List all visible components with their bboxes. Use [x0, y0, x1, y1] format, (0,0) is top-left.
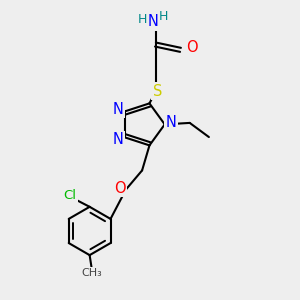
Text: CH₃: CH₃	[82, 268, 102, 278]
Text: O: O	[114, 181, 126, 196]
Text: Cl: Cl	[64, 189, 77, 202]
Text: N: N	[113, 132, 124, 147]
Text: N: N	[148, 14, 159, 29]
Text: S: S	[153, 84, 162, 99]
Text: O: O	[186, 40, 198, 55]
Text: H: H	[138, 13, 147, 26]
Text: H: H	[159, 10, 168, 23]
Text: N: N	[166, 116, 177, 130]
Text: N: N	[113, 101, 124, 116]
